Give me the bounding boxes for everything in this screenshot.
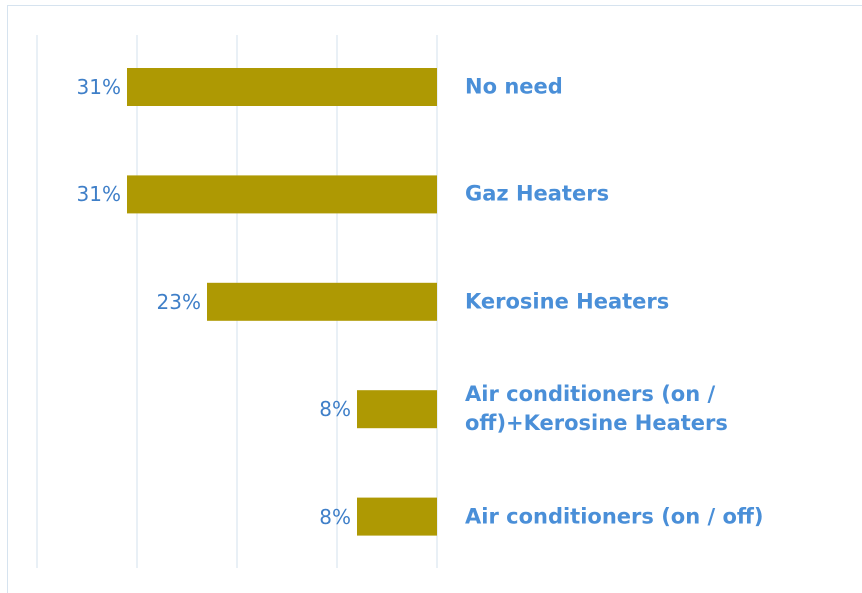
bar: [357, 497, 437, 536]
category-label: Kerosine Heaters: [465, 289, 670, 314]
value-label: 8%: [319, 504, 351, 529]
bar: [357, 390, 437, 429]
category-label: Air conditioners (on / off)+Kerosine Hea…: [465, 382, 728, 436]
category-label: No need: [465, 74, 563, 99]
bar: [207, 282, 437, 321]
bar: [127, 175, 437, 214]
value-label: 31%: [76, 182, 121, 207]
chart-frame: [7, 5, 862, 593]
bar: [127, 68, 437, 106]
value-label: 23%: [156, 289, 201, 314]
value-label: 8%: [319, 397, 351, 422]
value-label: 31%: [76, 75, 121, 99]
category-label: Air conditioners (on / off): [465, 504, 764, 529]
category-label: Gaz Heaters: [465, 181, 610, 206]
